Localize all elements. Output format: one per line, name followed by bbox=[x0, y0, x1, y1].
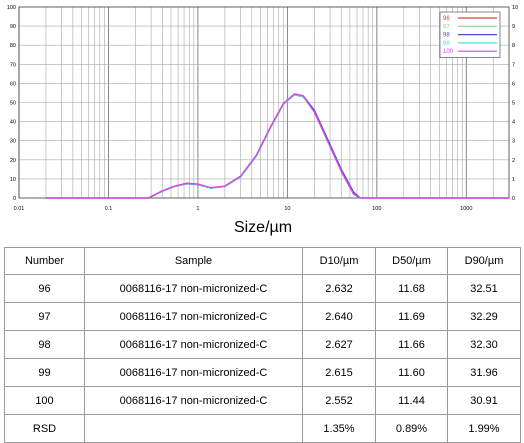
y2-tick-label: 3 bbox=[512, 139, 515, 145]
x-tick-label: 1 bbox=[196, 206, 199, 212]
cell-d10: 2.615 bbox=[302, 358, 376, 387]
y-tick-label: 100 bbox=[7, 5, 16, 11]
cell-sample: 0068116-17 non-micronized-C bbox=[84, 358, 303, 387]
cell-number: RSD bbox=[4, 414, 85, 443]
legend-label: 97 bbox=[443, 24, 450, 30]
particle-size-chart: 0 10 20 30 40 50 60 70 80 90 100 0 1 2 3 4 5 6 7 8 9 10 0.01 0.… bbox=[7, 5, 518, 236]
cell-number: 96 bbox=[4, 274, 85, 303]
table-row: 99 0068116-17 non-micronized-C 2.615 11.… bbox=[4, 358, 521, 387]
x-axis-title: Size/µm bbox=[234, 219, 292, 236]
table-header-row: Number Sample D10/µm D50/µm D90/µm bbox=[4, 247, 521, 275]
x-tick-label: 0.01 bbox=[14, 206, 25, 212]
y-tick-label: 60 bbox=[10, 81, 16, 87]
y-tick-label: 20 bbox=[10, 158, 16, 164]
y2-tick-label: 10 bbox=[512, 5, 518, 11]
header-number: Number bbox=[4, 247, 85, 275]
y2-tick-label: 1 bbox=[512, 177, 515, 183]
y2-tick-label: 8 bbox=[512, 43, 515, 49]
header-d50: D50/µm bbox=[375, 247, 448, 275]
legend-label: 100 bbox=[443, 49, 454, 55]
y2-tick-label: 7 bbox=[512, 62, 515, 68]
cell-number: 98 bbox=[4, 330, 85, 359]
x-tick-label: 0.1 bbox=[105, 206, 113, 212]
cell-sample: 0068116-17 non-micronized-C bbox=[84, 274, 303, 303]
y2-tick-label: 9 bbox=[512, 24, 515, 30]
cell-d90: 1.99% bbox=[447, 414, 521, 443]
y2-tick-label: 5 bbox=[512, 101, 515, 107]
header-d10: D10/µm bbox=[302, 247, 376, 275]
header-d90: D90/µm bbox=[447, 247, 521, 275]
y2-tick-label: 2 bbox=[512, 158, 515, 164]
cell-d10: 1.35% bbox=[302, 414, 376, 443]
cell-d50: 11.66 bbox=[375, 330, 448, 359]
y-tick-label: 10 bbox=[10, 177, 16, 183]
y2-tick-label: 0 bbox=[512, 196, 515, 202]
results-table: Number Sample D10/µm D50/µm D90/µm 96 00… bbox=[4, 247, 521, 443]
cell-d50: 0.89% bbox=[375, 414, 448, 443]
y-tick-label: 70 bbox=[10, 62, 16, 68]
cell-d50: 11.44 bbox=[375, 386, 448, 415]
y2-tick-label: 4 bbox=[512, 120, 515, 126]
y-tick-label: 80 bbox=[10, 43, 16, 49]
y-tick-label: 90 bbox=[10, 24, 16, 30]
cell-sample: 0068116-17 non-micronized-C bbox=[84, 330, 303, 359]
cell-number: 100 bbox=[4, 386, 85, 415]
table-row-rsd: RSD 1.35% 0.89% 1.99% bbox=[4, 414, 521, 443]
cell-number: 99 bbox=[4, 358, 85, 387]
y-tick-label: 50 bbox=[10, 101, 16, 107]
x-tick-label: 10 bbox=[284, 206, 290, 212]
cell-d90: 32.30 bbox=[447, 330, 521, 359]
cell-d90: 30.91 bbox=[447, 386, 521, 415]
legend-label: 98 bbox=[443, 33, 450, 39]
table-row: 100 0068116-17 non-micronized-C 2.552 11… bbox=[4, 386, 521, 415]
cell-sample bbox=[84, 414, 303, 443]
x-tick-label: 100 bbox=[372, 206, 381, 212]
x-tick-label: 1000 bbox=[460, 206, 472, 212]
legend-label: 99 bbox=[443, 41, 450, 47]
cell-d10: 2.552 bbox=[302, 386, 376, 415]
chart-legend: 96 97 98 99 100 bbox=[439, 11, 501, 58]
series-line-100 bbox=[45, 93, 510, 199]
y-tick-label: 30 bbox=[10, 139, 16, 145]
y2-tick-label: 6 bbox=[512, 81, 515, 87]
cell-d50: 11.60 bbox=[375, 358, 448, 387]
cell-d90: 32.29 bbox=[447, 302, 521, 331]
table-row: 96 0068116-17 non-micronized-C 2.632 11.… bbox=[4, 274, 521, 303]
table-row: 98 0068116-17 non-micronized-C 2.627 11.… bbox=[4, 330, 521, 359]
y-tick-label: 0 bbox=[13, 196, 16, 202]
legend-label: 96 bbox=[443, 16, 450, 22]
header-sample: Sample bbox=[84, 247, 303, 275]
cell-d10: 2.632 bbox=[302, 274, 376, 303]
cell-sample: 0068116-17 non-micronized-C bbox=[84, 386, 303, 415]
cell-d10: 2.627 bbox=[302, 330, 376, 359]
chart-grid bbox=[18, 6, 510, 199]
cell-d50: 11.69 bbox=[375, 302, 448, 331]
plot-frame bbox=[18, 6, 510, 199]
cell-number: 97 bbox=[4, 302, 85, 331]
cell-d90: 31.96 bbox=[447, 358, 521, 387]
table-row: 97 0068116-17 non-micronized-C 2.640 11.… bbox=[4, 302, 521, 331]
cell-d50: 11.68 bbox=[375, 274, 448, 303]
y-tick-label: 40 bbox=[10, 120, 16, 126]
cell-d90: 32.51 bbox=[447, 274, 521, 303]
chart-series bbox=[45, 93, 510, 199]
cell-sample: 0068116-17 non-micronized-C bbox=[84, 302, 303, 331]
cell-d10: 2.640 bbox=[302, 302, 376, 331]
